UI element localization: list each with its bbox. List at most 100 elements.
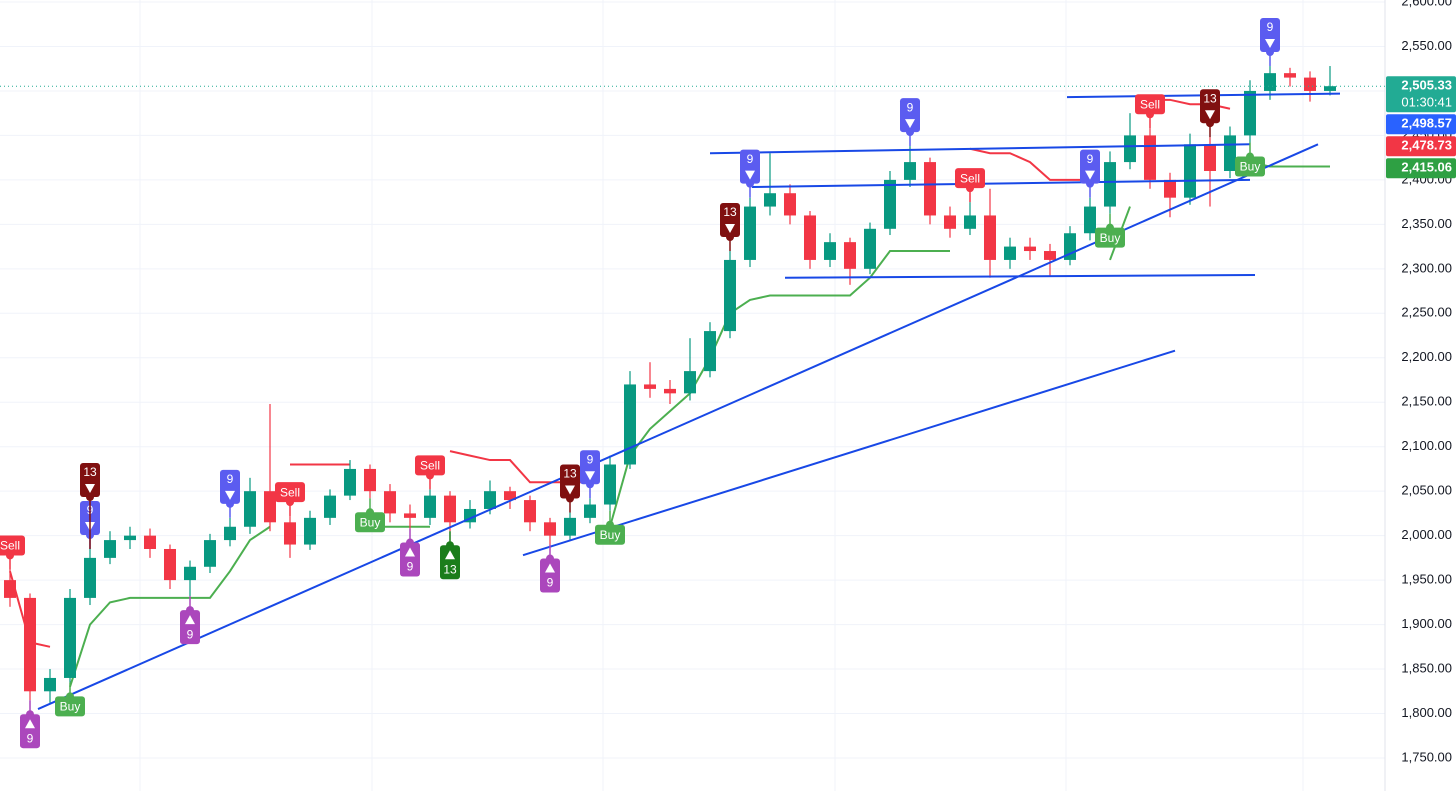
signal-box [415, 455, 445, 476]
candle-body [804, 215, 816, 260]
signal-box [440, 545, 460, 580]
candle-body [344, 468, 356, 496]
candle-body [104, 540, 116, 558]
signal-arrow [25, 719, 35, 729]
candle-body [84, 557, 96, 598]
candle-body [1084, 206, 1096, 234]
candle-body [1004, 246, 1016, 260]
candle-body [224, 526, 236, 541]
candle-body [484, 491, 496, 509]
signal-box [720, 203, 740, 238]
candle-body [704, 331, 716, 372]
price-tag-label: 2,478.73 [1401, 138, 1452, 153]
signal-box [355, 512, 385, 533]
signal-box [1095, 227, 1125, 248]
signal: 9 [540, 544, 560, 593]
candle-body [604, 464, 616, 505]
candle-body [624, 384, 636, 465]
signal-arrow [405, 547, 415, 557]
signal-label: Buy [600, 528, 621, 542]
signal-label: 13 [1203, 91, 1217, 105]
signal-label: 9 [547, 576, 554, 590]
signal: 13 [1200, 89, 1220, 138]
supertrend-line [969, 147, 1090, 181]
candle-body [824, 242, 836, 260]
signal-box [400, 542, 420, 577]
signal-label: 9 [1267, 20, 1274, 34]
signal-box [20, 714, 40, 749]
signal-label: 13 [83, 465, 97, 479]
signal-arrow [85, 483, 95, 493]
signal-box [740, 149, 760, 184]
signal: 9 [400, 528, 420, 577]
candle-body [1184, 144, 1196, 198]
candle-body [664, 388, 676, 394]
candle-body [784, 193, 796, 216]
candle-body [684, 371, 696, 394]
signal-arrow [565, 485, 575, 495]
signal: Sell [955, 168, 985, 203]
signal-label: Sell [960, 171, 980, 185]
price-tag [1386, 114, 1456, 135]
signal-arrow [445, 550, 455, 560]
price-tag [1386, 158, 1456, 179]
signal: 9 [580, 450, 600, 499]
candle-body [844, 242, 856, 269]
candle-body [504, 491, 516, 501]
signal-box [580, 450, 600, 485]
y-tick-label: 2,000.00 [1401, 527, 1452, 542]
y-tick-label: 2,550.00 [1401, 38, 1452, 53]
y-tick-label: 2,600.00 [1401, 0, 1452, 8]
candle-body [1044, 251, 1056, 260]
candle-body [944, 215, 956, 229]
candle-body [1264, 73, 1276, 91]
signal: 9 [220, 469, 240, 518]
signal: 9 [180, 596, 200, 645]
signal-label: 9 [187, 627, 194, 641]
signal-box [900, 98, 920, 133]
signal: Buy [1095, 213, 1125, 248]
y-tick-label: 1,800.00 [1401, 705, 1452, 720]
trendline [751, 178, 1251, 188]
candle-body [584, 504, 596, 518]
y-tick-label: 1,850.00 [1401, 660, 1452, 675]
plot: Sell 9 Buy 9 13 9 9 Sell Buy 9 Sell 13 9 13 9 Buy 13 9 9 Se… [0, 18, 1385, 749]
signal: 9 [20, 700, 40, 749]
candle-body [884, 179, 896, 229]
signal-box [595, 524, 625, 545]
y-tick-label: 2,300.00 [1401, 260, 1452, 275]
signal-label: 9 [407, 560, 414, 574]
signal: 9 [740, 149, 760, 198]
signal-label: Sell [1140, 97, 1160, 111]
candle-body [1324, 86, 1336, 91]
signal-label: 9 [27, 731, 34, 745]
signal: 9 [1080, 149, 1100, 198]
signal: 9 [1260, 18, 1280, 67]
signal: Buy [55, 682, 85, 717]
signal-arrow [725, 224, 735, 234]
signal-label: 9 [1087, 152, 1094, 166]
candle-body [1124, 135, 1136, 163]
candle-body [1104, 162, 1116, 207]
y-tick-label: 2,350.00 [1401, 216, 1452, 231]
y-tick-label: 2,050.00 [1401, 483, 1452, 498]
signal-label: 13 [443, 562, 457, 576]
candle-body [1164, 179, 1176, 198]
candle-body [904, 162, 916, 180]
signal-box [220, 469, 240, 504]
signal-box [1200, 89, 1220, 124]
signal-arrow [545, 563, 555, 573]
time-grid [139, 0, 1304, 791]
candle-body [124, 535, 136, 541]
y-tick-label: 2,200.00 [1401, 349, 1452, 364]
signal-arrow [745, 170, 755, 180]
candle-body [364, 468, 376, 492]
signal: Sell [1135, 94, 1165, 129]
price-tag [1386, 76, 1456, 113]
signal-label: 13 [563, 467, 577, 481]
candle-body [544, 522, 556, 536]
signal: 13 [560, 464, 580, 513]
candle-body [424, 495, 436, 518]
y-tick-label: 1,900.00 [1401, 616, 1452, 631]
